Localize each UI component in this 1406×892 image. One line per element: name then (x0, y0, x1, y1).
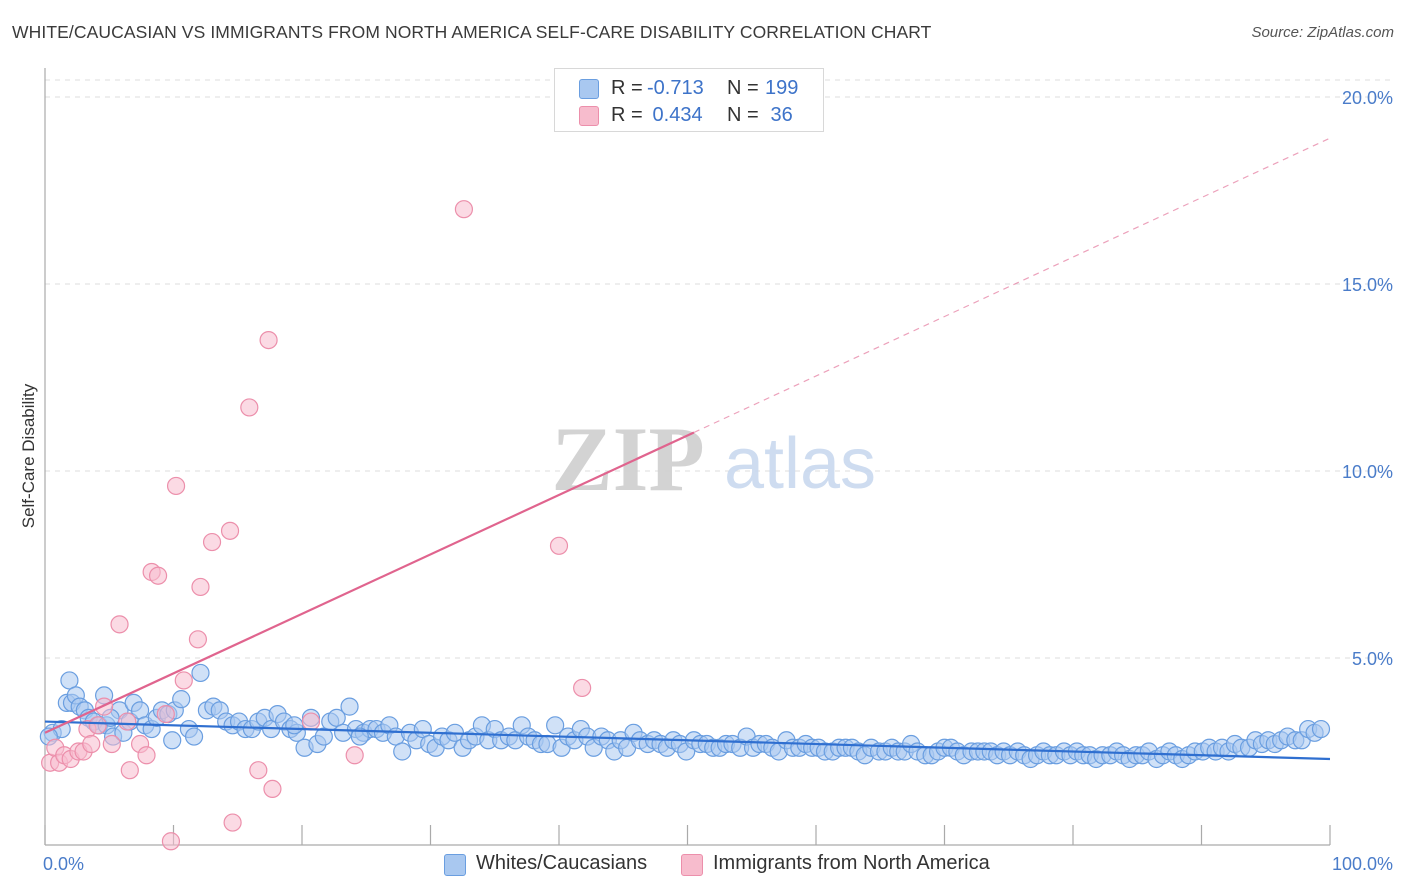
stats-legend: R = -0.713 N = 199 R = 0.434 N = 36 (554, 68, 824, 132)
point-whites (314, 727, 333, 746)
trend-line-immigrants-extension (693, 137, 1331, 434)
point-immigrants (161, 832, 181, 851)
gridlines (45, 79, 1395, 659)
watermark-zip: ZIP (551, 408, 704, 510)
chart-source: Source: ZipAtlas.com (1251, 24, 1394, 41)
legend-swatch-pink (579, 106, 599, 126)
watermark-atlas: atlas (724, 424, 876, 504)
legend-label-immigrants: Immigrants from North America (713, 852, 990, 874)
point-immigrants (202, 532, 222, 552)
point-immigrants (156, 704, 175, 724)
point-immigrants (240, 398, 259, 417)
series-legend: Whites/Caucasians Immigrants from North … (0, 851, 1406, 879)
legend-n-value: 36 (765, 104, 793, 126)
point-immigrants (345, 746, 364, 765)
legend-n-value: 199 (765, 77, 799, 99)
watermark: ZIP atlas (551, 408, 876, 510)
point-immigrants (223, 813, 242, 832)
point-whites (546, 716, 565, 735)
point-whites (184, 727, 204, 746)
legend-row-whites: R = -0.713 N = 199 (555, 75, 823, 101)
trend-line-immigrants (44, 431, 695, 734)
point-immigrants (249, 761, 268, 780)
point-immigrants (301, 712, 321, 731)
legend-r-label: R = (611, 104, 643, 126)
legend-swatch-pink (681, 854, 703, 876)
point-immigrants (191, 577, 210, 597)
legend-r-label: R = (611, 77, 643, 99)
y-tick-label: 15.0% (1342, 275, 1393, 295)
point-whites (163, 731, 182, 750)
axes (44, 68, 1331, 846)
point-immigrants (88, 716, 107, 735)
point-whites (285, 716, 304, 735)
point-whites (60, 671, 79, 690)
point-whites (340, 697, 359, 716)
point-whites (172, 690, 191, 709)
point-immigrants (263, 779, 282, 799)
trend-lines (44, 137, 1331, 761)
y-tick-label: 10.0% (1342, 462, 1393, 482)
point-immigrants (118, 712, 137, 731)
legend-swatch-blue (579, 79, 599, 99)
point-whites (1311, 719, 1331, 739)
point-immigrants (454, 200, 474, 219)
y-tick-label: 20.0% (1342, 88, 1393, 108)
legend-label-whites: Whites/Caucasians (476, 852, 648, 874)
x-tick-label: 100.0% (1332, 854, 1393, 874)
legend-swatch-blue (444, 854, 466, 876)
y-axis-title: Self-Care Disability (19, 383, 38, 528)
data-points (39, 200, 1331, 851)
point-whites (393, 742, 412, 761)
point-immigrants (220, 521, 240, 540)
point-immigrants (174, 671, 193, 690)
legend-r-value: 0.434 (647, 104, 703, 126)
point-whites (327, 708, 346, 727)
point-immigrants (137, 746, 156, 765)
point-immigrants (120, 761, 139, 780)
point-whites (191, 663, 210, 683)
legend-r-value: -0.713 (647, 77, 704, 99)
point-immigrants (82, 734, 101, 754)
point-immigrants (188, 630, 208, 649)
y-tick-label: 5.0% (1352, 649, 1393, 669)
legend-n-label: N = (727, 77, 759, 99)
point-immigrants (573, 678, 592, 698)
point-immigrants (166, 476, 186, 496)
legend-row-immigrants: R = 0.434 N = 36 (555, 102, 823, 128)
tick-labels: 5.0% 10.0% 15.0% 20.0% 0.0% 100.0% (43, 88, 1393, 874)
x-tick-label: 0.0% (43, 854, 84, 874)
point-immigrants (259, 331, 278, 350)
point-whites (350, 727, 369, 746)
chart-title: WHITE/CAUCASIAN VS IMMIGRANTS FROM NORTH… (12, 22, 932, 42)
point-immigrants (102, 734, 121, 754)
point-immigrants (110, 615, 129, 634)
legend-n-label: N = (727, 104, 759, 126)
trend-line-whites (44, 720, 1331, 761)
point-immigrants (549, 536, 569, 555)
point-immigrants (148, 566, 168, 585)
